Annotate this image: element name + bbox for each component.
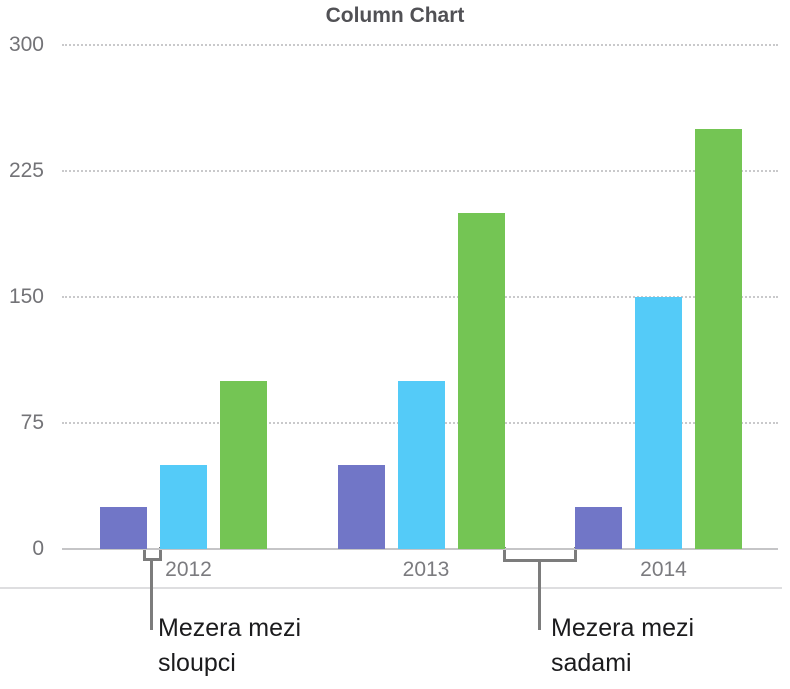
bar-series2-2014 — [635, 297, 682, 549]
y-tick-label-150: 150 — [8, 285, 44, 308]
y-tick-label-75: 75 — [20, 411, 44, 434]
bar-series3-2013 — [457, 213, 505, 549]
y-tick-label-300: 300 — [8, 33, 44, 56]
y-tick-label-0: 0 — [32, 537, 44, 560]
plot-area — [62, 44, 778, 550]
chart-title: Column Chart — [325, 4, 465, 27]
bar-series3-2012 — [220, 381, 267, 549]
series-gap-callout-label: Mezera mezi sadami — [551, 614, 695, 677]
bar-series2-2013 — [397, 381, 445, 549]
x-tick-label-2013: 2013 — [402, 558, 450, 581]
bar-series3-2014 — [695, 129, 742, 549]
gridline-300 — [62, 44, 778, 46]
column-gap-callout-label: Mezera mezi sloupci — [158, 614, 302, 677]
x-tick-label-2012: 2012 — [165, 558, 212, 581]
bar-series1-2014 — [575, 507, 622, 549]
y-tick-label-225: 225 — [8, 159, 44, 182]
bar-series2-2012 — [160, 465, 207, 549]
gridline-150 — [62, 296, 778, 298]
gridline-225 — [62, 170, 778, 172]
bar-series1-2012 — [100, 507, 147, 549]
x-axis-baseline — [62, 548, 778, 550]
bottom-divider — [0, 587, 782, 589]
series-gap-callout-line — [538, 560, 541, 630]
x-tick-label-2014: 2014 — [640, 558, 687, 581]
column-gap-callout-line — [150, 559, 153, 630]
bar-series1-2013 — [337, 465, 385, 549]
